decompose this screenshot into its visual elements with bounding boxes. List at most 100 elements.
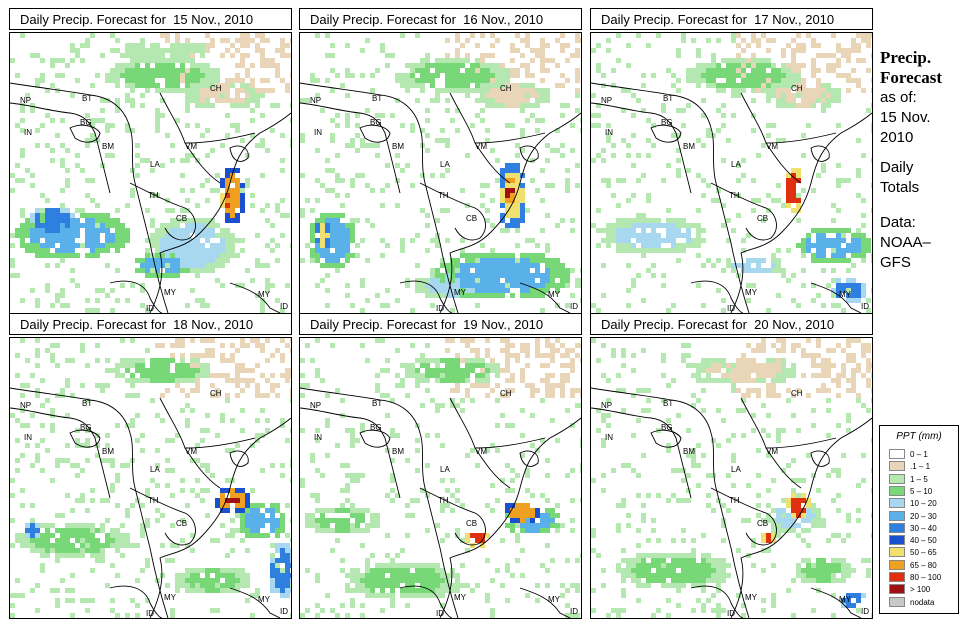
precip-cell [485, 218, 490, 223]
precip-cell [330, 608, 335, 613]
precip-cell [250, 38, 255, 43]
precip-cell [165, 68, 170, 73]
precip-cell [30, 103, 35, 108]
precip-cell [741, 58, 746, 63]
precip-cell [756, 393, 761, 398]
precip-cell [701, 573, 706, 578]
precip-cell [65, 588, 70, 593]
precip-cell [781, 498, 786, 503]
precip-cell [515, 208, 520, 213]
precip-cell [550, 343, 555, 348]
precip-cell [60, 293, 65, 298]
precip-cell [676, 108, 681, 113]
precip-cell [470, 588, 475, 593]
precip-cell [220, 228, 225, 233]
precip-cell [716, 88, 721, 93]
precip-cell [75, 283, 80, 288]
precip-cell [180, 488, 185, 493]
precip-cell [505, 388, 510, 393]
precip-cell [701, 563, 706, 568]
precip-cell [520, 433, 525, 438]
precip-cell [816, 238, 821, 243]
precip-cell [390, 433, 395, 438]
precip-cell [115, 83, 120, 88]
precip-cell [671, 73, 676, 78]
precip-cell [180, 243, 185, 248]
precip-cell [520, 103, 525, 108]
precip-cell [500, 263, 505, 268]
precip-cell [801, 268, 806, 273]
precip-cell [275, 578, 280, 583]
precip-cell [155, 343, 160, 348]
precip-cell [716, 63, 721, 68]
precip-cell [245, 53, 250, 58]
precip-cell [260, 263, 265, 268]
precip-cell [185, 83, 190, 88]
precip-cell [485, 288, 490, 293]
precip-cell [591, 478, 596, 483]
precip-cell [440, 63, 445, 68]
precip-cell [686, 168, 691, 173]
precip-cell [205, 463, 210, 468]
precip-cell [861, 353, 866, 358]
precip-cell [771, 38, 776, 43]
precip-cell [85, 213, 90, 218]
precip-cell [455, 388, 460, 393]
precip-cell [105, 538, 110, 543]
precip-cell [540, 118, 545, 123]
precip-cell [831, 63, 836, 68]
precip-cell [550, 278, 555, 283]
precip-cell [420, 288, 425, 293]
precip-cell [115, 538, 120, 543]
country-border [519, 587, 571, 618]
precip-cell [225, 503, 230, 508]
precip-cell [70, 598, 75, 603]
precip-cell [736, 593, 741, 598]
precip-cell [776, 338, 781, 343]
precip-cell [450, 278, 455, 283]
precip-cell [225, 93, 230, 98]
precip-cell [500, 83, 505, 88]
precip-cell [115, 38, 120, 43]
precip-cell [641, 348, 646, 353]
precip-cell [616, 388, 621, 393]
precip-cell [866, 573, 871, 578]
precip-cell [90, 118, 95, 123]
precip-cell [510, 168, 515, 173]
precip-cell [185, 578, 190, 583]
precip-cell [210, 218, 215, 223]
precip-cell [580, 38, 581, 43]
precip-cell [135, 358, 140, 363]
precip-cell [781, 273, 786, 278]
precip-cell [485, 73, 490, 78]
precip-cell [786, 83, 791, 88]
precip-cell [25, 528, 30, 533]
precip-cell [420, 353, 425, 358]
precip-cell [185, 248, 190, 253]
precip-cell [330, 233, 335, 238]
precip-cell [611, 143, 616, 148]
precip-cell [495, 293, 500, 298]
precip-cell [225, 78, 230, 83]
precip-cell [130, 78, 135, 83]
precip-cell [796, 428, 801, 433]
precip-cell [145, 68, 150, 73]
precip-cell [826, 568, 831, 573]
precip-cell [230, 493, 235, 498]
precip-cell [470, 358, 475, 363]
precip-cell [335, 538, 340, 543]
precip-cell [510, 268, 515, 273]
precip-cell [60, 223, 65, 228]
precip-cell [355, 173, 360, 178]
precip-cell [85, 438, 90, 443]
precip-cell [185, 48, 190, 53]
precip-cell [220, 373, 225, 378]
precip-cell [515, 218, 520, 223]
precip-cell [641, 518, 646, 523]
precip-cell [711, 378, 716, 383]
precip-cell [495, 268, 500, 273]
precip-cell [240, 583, 245, 588]
precip-cell [220, 233, 225, 238]
precip-cell [671, 568, 676, 573]
precip-cell [325, 168, 330, 173]
